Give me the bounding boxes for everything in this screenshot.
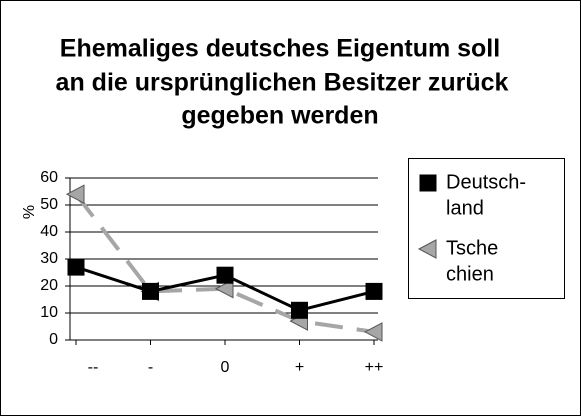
marker <box>365 282 383 300</box>
series-line <box>74 192 375 334</box>
x-tick-label: - <box>148 359 153 376</box>
marker <box>417 239 437 259</box>
legend-label: Deutsch- <box>446 171 526 193</box>
x-tick-label: ++ <box>365 359 384 376</box>
y-tick-label: 0 <box>49 331 58 348</box>
chart-title: Ehemaliges deutsches Eigentum soll <box>60 35 500 63</box>
x-tick-label: + <box>295 359 304 376</box>
y-axis-label: % <box>21 205 38 219</box>
chart-title: gegeben werden <box>181 102 378 130</box>
x-tick-label: -- <box>88 359 99 376</box>
marker <box>142 282 159 300</box>
legend-label: chien <box>446 263 494 285</box>
marker <box>65 184 85 205</box>
marker <box>216 266 234 284</box>
legend-label: land <box>446 197 484 219</box>
x-tick-label: 0 <box>221 359 230 376</box>
marker <box>291 301 308 319</box>
chart-title: an die ursprünglichen Besitzer zurück <box>56 69 509 97</box>
y-tick-label: 50 <box>40 196 58 213</box>
marker <box>214 278 234 299</box>
y-tick-label: 10 <box>40 304 58 321</box>
marker <box>67 258 85 276</box>
y-tick-label: 40 <box>40 223 58 240</box>
y-tick-label: 30 <box>40 250 58 267</box>
legend-label: Tsche <box>446 237 498 259</box>
y-tick-label: 20 <box>40 277 58 294</box>
marker <box>419 174 437 192</box>
marker <box>363 322 383 342</box>
y-tick-label: 60 <box>40 169 58 186</box>
